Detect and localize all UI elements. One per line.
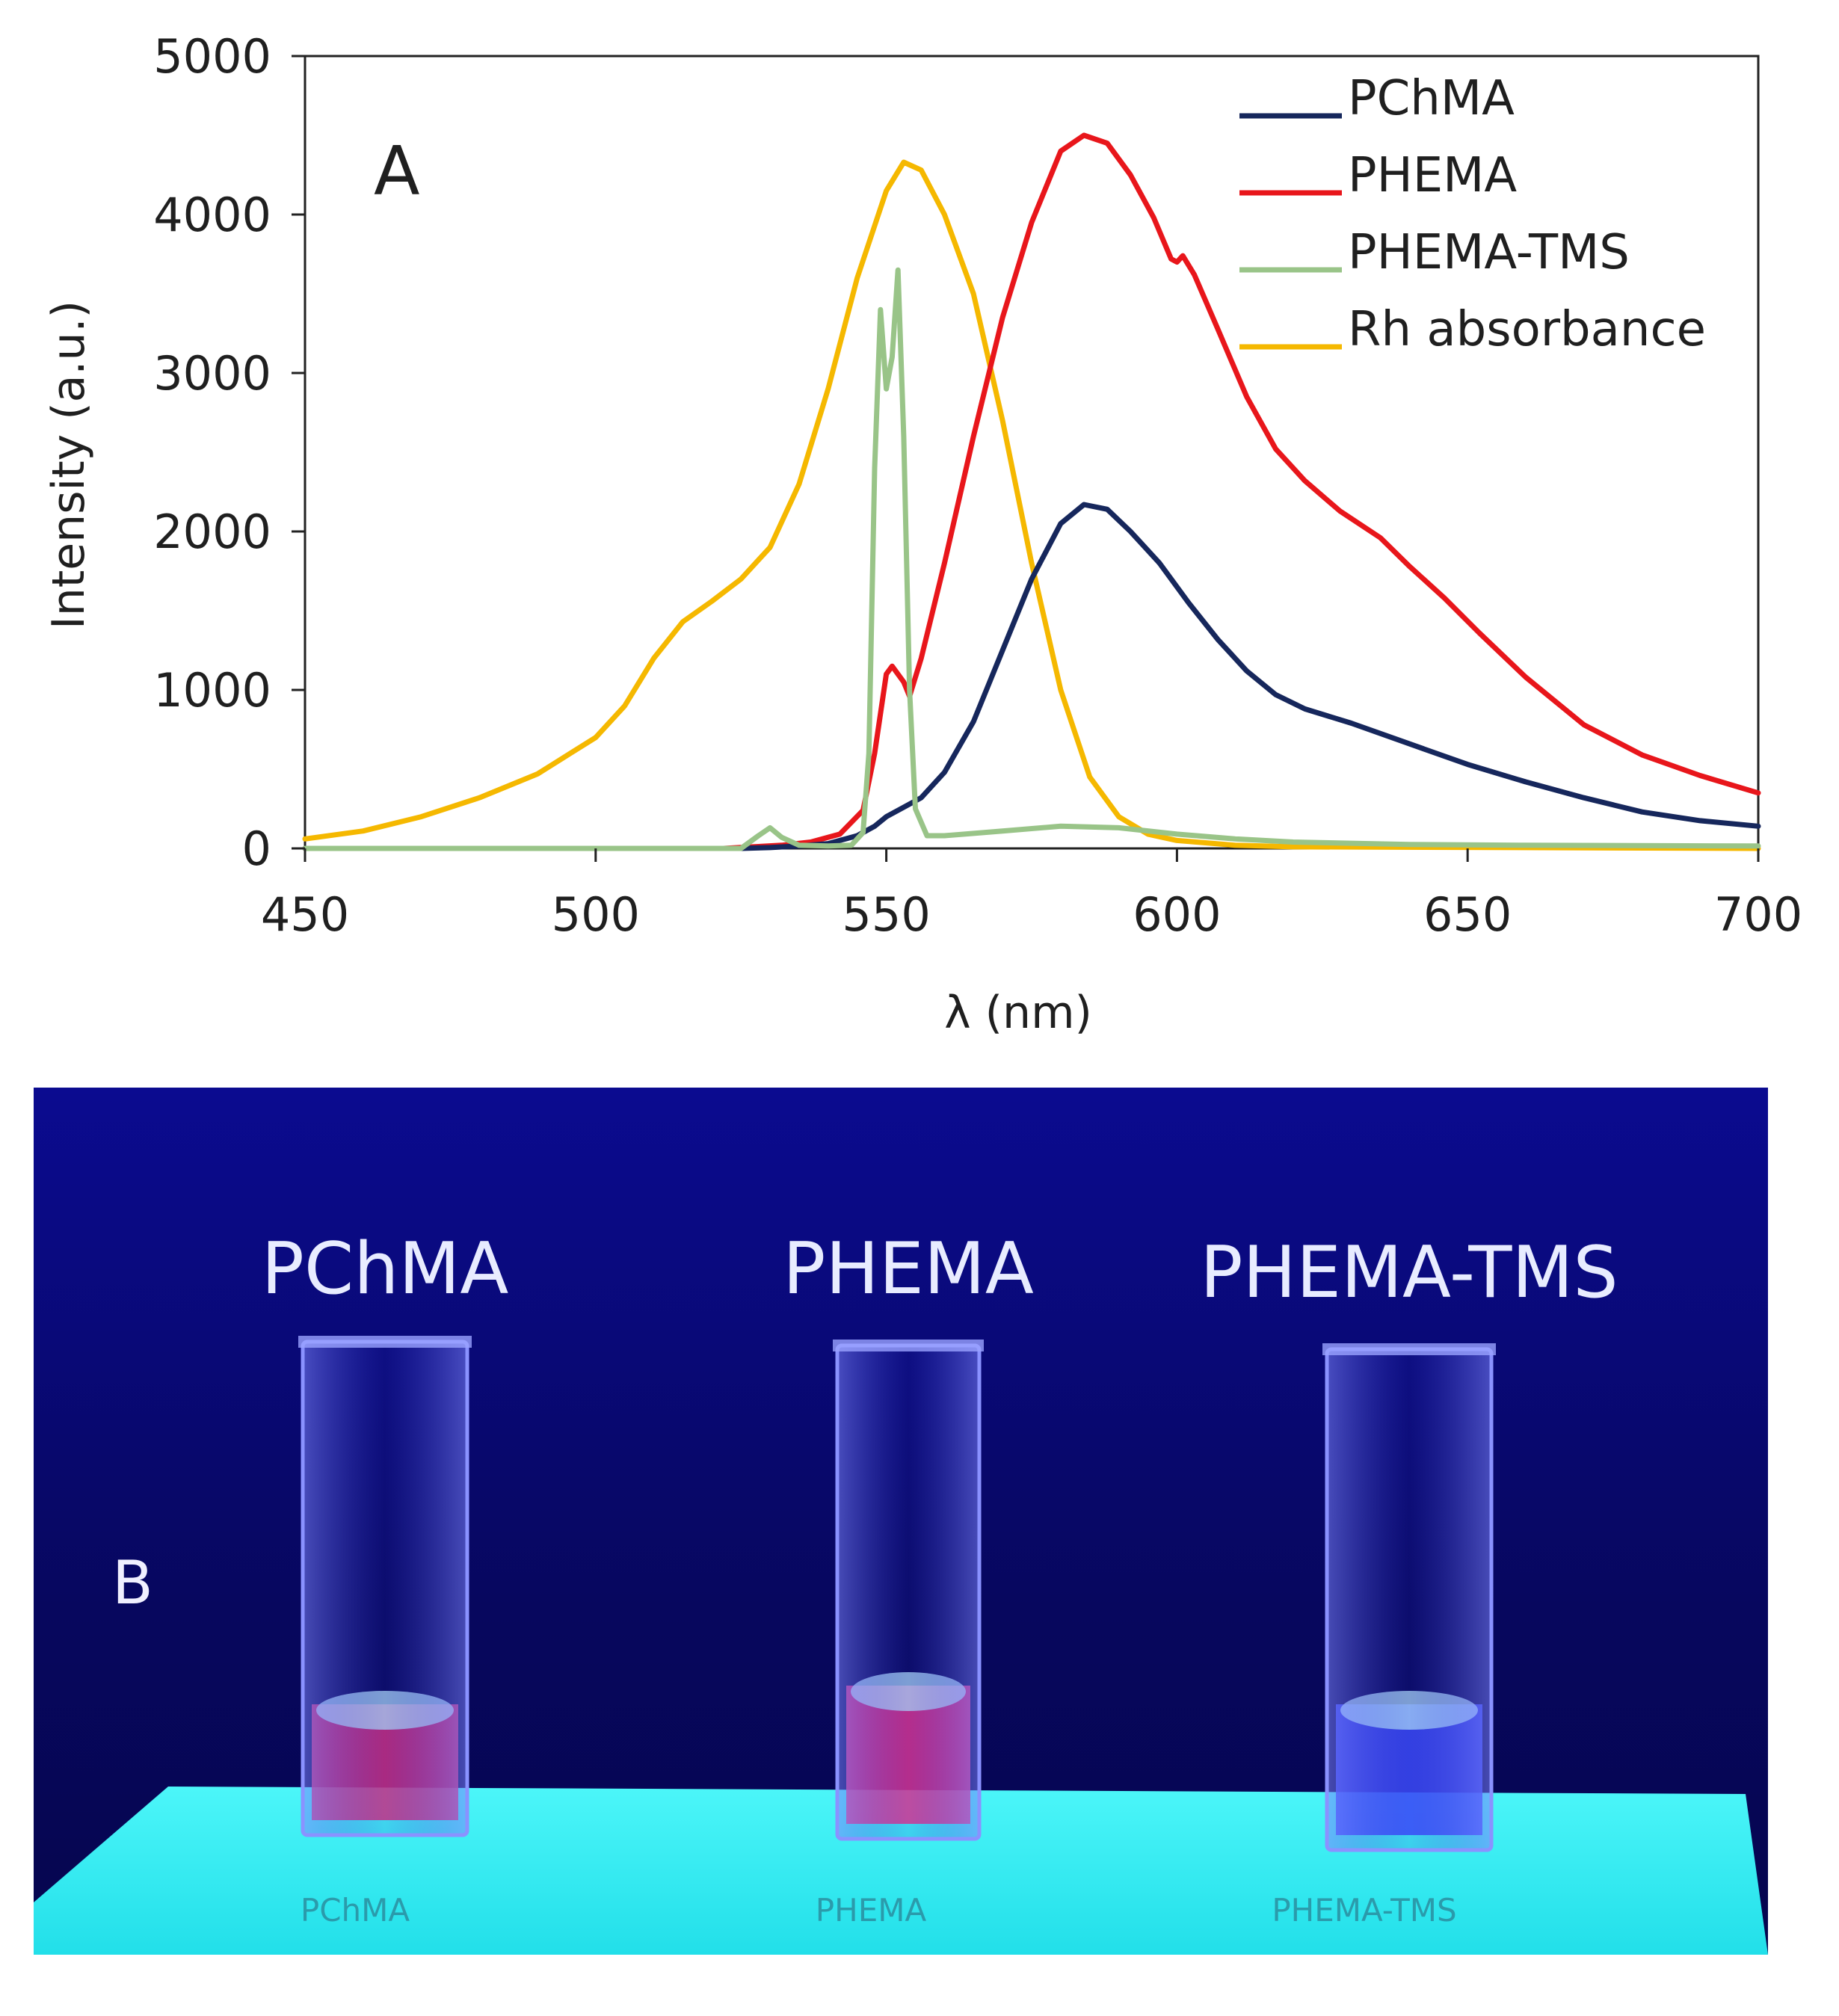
series-line-rh-absorbance	[302, 159, 1761, 851]
cuvette-rim	[298, 1336, 472, 1348]
cuvette-layer: PChMA PChMA PHEMA PHEMA PHEMA-TMS PHEMA-TMS	[262, 1228, 1618, 1929]
y-tick-label: 0	[242, 821, 271, 876]
panel-label-b: B	[112, 1548, 153, 1618]
cuvette-label: PHEMA	[783, 1228, 1034, 1310]
cuvette-pchma: PChMA PChMA	[262, 1228, 509, 1929]
plot-area-border	[304, 55, 1760, 850]
x-tick-label: 450	[261, 887, 349, 942]
spectra-chart: 450 500 550 600 650 700010002000300040005000 …	[43, 29, 1802, 1039]
x-tick-label: 500	[552, 887, 640, 942]
x-axis-title: λ (nm)	[944, 987, 1092, 1039]
cuvette-phema-tms: PHEMA-TMS PHEMA-TMS	[1200, 1232, 1618, 1929]
y-axis-title: Intensity (a.u.)	[43, 300, 95, 629]
y-tick-label: 2000	[153, 505, 271, 559]
legend-entry: PChMA	[1348, 71, 1515, 126]
series-line-phema-tms	[302, 267, 1761, 851]
cuvette-glass	[301, 1340, 469, 1837]
cuvette-photo: PChMA PChMA PHEMA PHEMA PHEMA-TMS PHEMA-TMS B	[34, 1088, 1768, 1955]
paper-label: PHEMA-TMS	[1272, 1892, 1456, 1929]
y-tick-label: 1000	[153, 663, 271, 718]
x-tick-label: 550	[842, 887, 930, 942]
cuvette-glass	[1325, 1347, 1494, 1852]
x-tick-label: 700	[1714, 887, 1802, 942]
plot-frame	[304, 55, 1760, 850]
legend-entry: PHEMA	[1348, 148, 1517, 203]
paper-label: PChMA	[301, 1892, 410, 1929]
series-layer	[302, 132, 1761, 851]
legend-entry: PHEMA-TMS	[1348, 225, 1630, 280]
cuvette-rim	[1322, 1343, 1496, 1355]
legend-entry: Rh absorbance	[1348, 302, 1706, 357]
y-tick-label: 5000	[153, 29, 271, 84]
panel-label-a: A	[374, 132, 420, 211]
y-tick-label: 3000	[153, 346, 271, 401]
cuvette-glass	[835, 1343, 982, 1841]
x-tick-label: 600	[1133, 887, 1221, 942]
legend: PChMA PHEMA PHEMA-TMS Rh absorbance	[1239, 71, 1706, 357]
y-tick-label: 4000	[153, 188, 271, 242]
paper-label: PHEMA	[816, 1892, 927, 1929]
cuvette-label: PChMA	[262, 1228, 509, 1310]
x-tick-label: 650	[1423, 887, 1512, 942]
ticks-layer: 450 500 550 600 650 700 0 1000 2000 3000 4000 5000	[153, 29, 1802, 942]
cuvette-label: PHEMA-TMS	[1200, 1232, 1618, 1314]
cuvette-phema: PHEMA PHEMA	[783, 1228, 1034, 1929]
cuvette-rim	[833, 1340, 984, 1351]
